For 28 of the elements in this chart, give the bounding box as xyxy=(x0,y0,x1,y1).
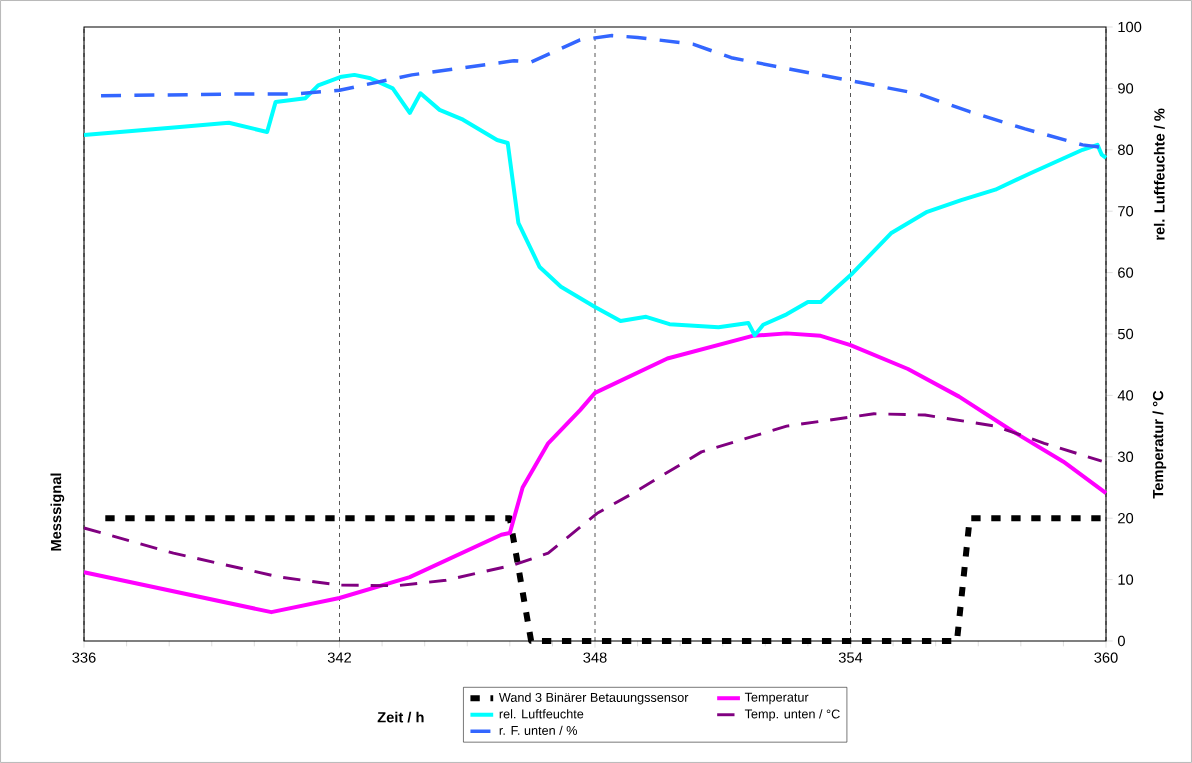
y-tick-label: 30 xyxy=(1117,451,1134,462)
x-tick-label: 354 xyxy=(838,652,863,663)
y-tick-label: 60 xyxy=(1118,267,1134,278)
y-tick-label: 80 xyxy=(1118,144,1134,155)
y-axis-title: Messsignal xyxy=(50,473,65,551)
y-tick-label: 40 xyxy=(1117,390,1134,401)
x-tick-label: 342 xyxy=(327,652,352,663)
y-tick-label: 20 xyxy=(1118,513,1134,524)
y2-axis-title: rel. Luftfeuchte / % xyxy=(1153,108,1165,240)
line-series xyxy=(82,412,1104,588)
y-tick-label: 50 xyxy=(1117,328,1134,340)
y-tick-label: 0 xyxy=(1117,635,1125,647)
legend-label: r. F. unten / % xyxy=(499,725,578,735)
x-tick-label: 360 xyxy=(1094,652,1118,663)
legend-label: Temp. unten / °C xyxy=(744,709,840,721)
y-tick-label: 70 xyxy=(1118,206,1134,217)
y-tick-label: 90 xyxy=(1118,83,1134,94)
x-axis-title: Zeit / h xyxy=(377,711,424,723)
legend-label: Wand 3 Binärer Betauungssensor xyxy=(498,692,689,705)
x-tick-label: 348 xyxy=(583,652,607,663)
legend-label: rel. Luftfeuchte xyxy=(499,709,584,719)
line-series xyxy=(82,331,1108,615)
legend-label: Temperatur xyxy=(744,692,809,705)
y-tick-label: 10 xyxy=(1118,574,1134,585)
y-tick-label: 100 xyxy=(1118,21,1142,33)
x-tick-label: 336 xyxy=(72,652,96,663)
line-series xyxy=(82,72,1108,338)
text: Temperatur / °C xyxy=(1152,390,1167,499)
